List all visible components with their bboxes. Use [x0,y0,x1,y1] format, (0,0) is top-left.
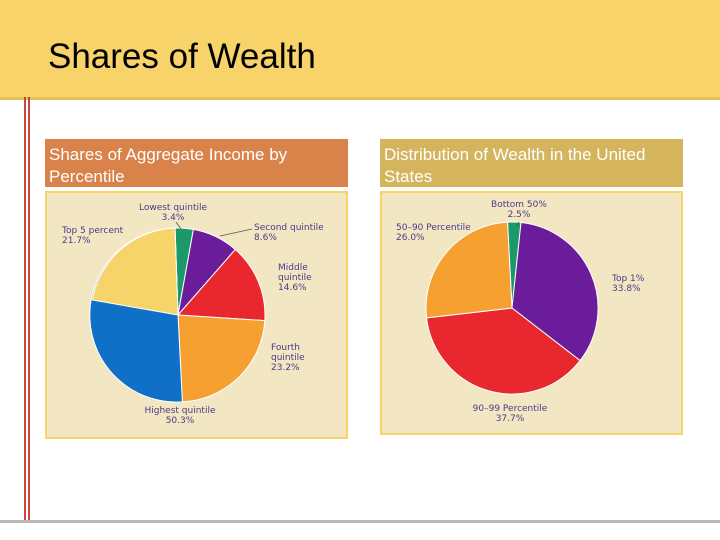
footer-rule [0,520,720,523]
decorative-line [24,97,26,521]
pie-slice-top-5-percent [91,227,179,316]
slice-label-bottom-50: Bottom 50% 2.5% [491,200,547,220]
pie-slice-fourth-quintile [177,314,266,403]
slice-label-second-quintile: Second quintile 8.6% [254,223,324,243]
slice-label-highest-quintile: Highest quintile 50.3% [145,406,216,426]
left-chart-title: Shares of Aggregate Income by Percentile [45,139,348,187]
slice-label-top-5-percent: Top 5 percent 21.7% [61,226,124,246]
slice-label-fourth-quintile: Fourth quintile 23.2% [271,343,305,373]
pie-slice-top-1 [511,221,599,362]
slide-header [0,0,720,97]
right-chart-title: Distribution of Wealth in the United Sta… [380,139,683,187]
pie-slice-90-99-percentile [426,307,581,395]
slide-title: Shares of Wealth [48,37,316,76]
slice-label-middle-quintile: Middle quintile 14.6% [278,263,312,293]
slice-label-lowest-quintile: Lowest quintile 3.4% [139,203,207,223]
slice-label-90-99-percentile: 90–99 Percentile 37.7% [473,404,548,424]
leader-line [219,228,253,237]
pie-slice-50-90-percentile [425,221,513,319]
slice-label-50-90-percentile: 50–90 Percentile 26.0% [396,223,471,243]
header-rule [0,97,720,100]
decorative-line [28,97,30,521]
pie-slice-middle-quintile [176,248,266,322]
leader-line [515,221,520,227]
slice-label-top-1: Top 1% 33.8% [611,274,645,294]
leader-line [175,221,182,230]
